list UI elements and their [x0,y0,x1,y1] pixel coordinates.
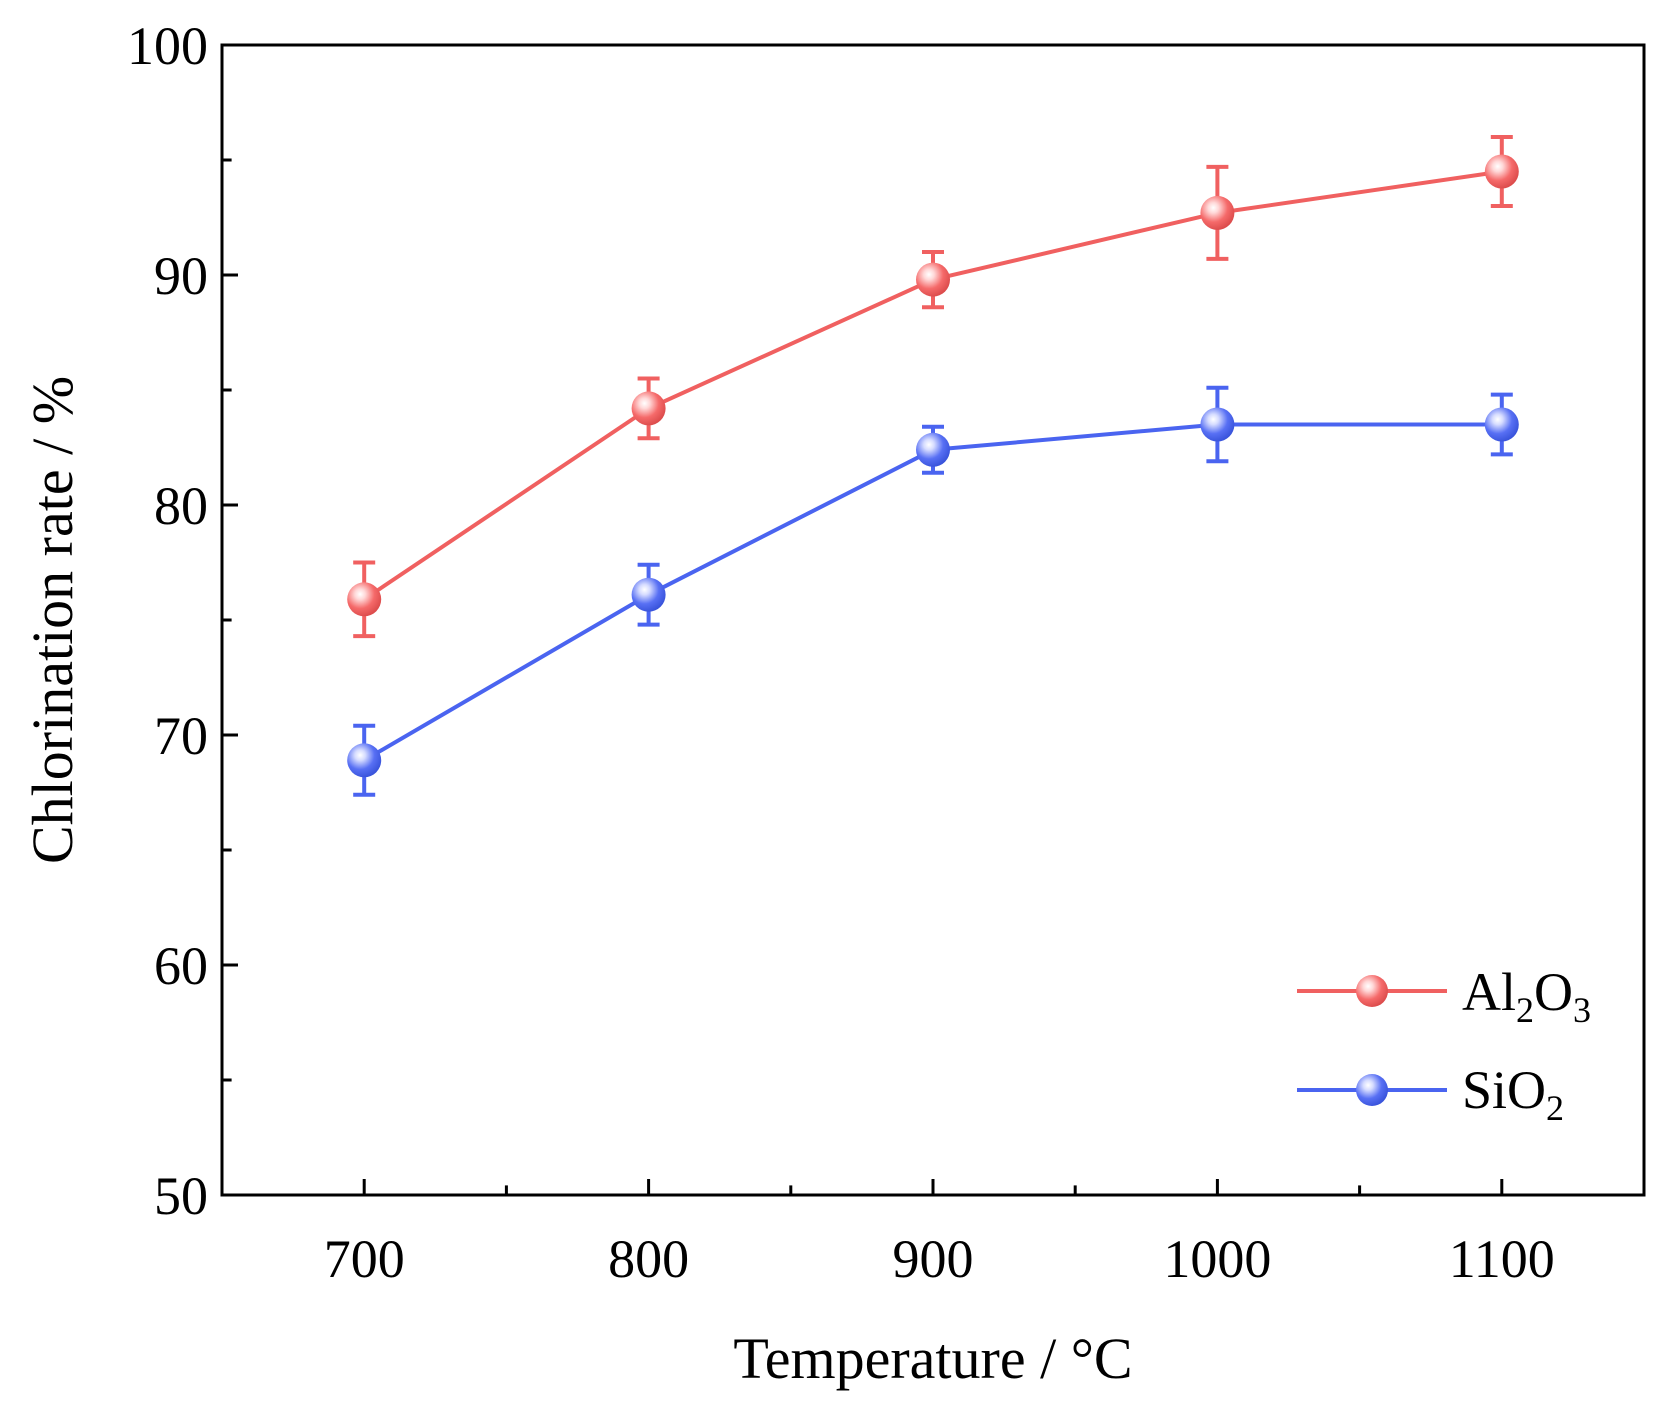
axes-layer: 50 60 70 80 90 100 700 800 900 1000 1100 [127,16,1555,1289]
data-point-sio2-700 [347,743,382,778]
y-tick-label-90: 90 [154,246,208,306]
x-tick-label-1000: 1000 [1163,1229,1271,1289]
legend-marker-al2o3 [1356,975,1388,1007]
data-point-sio2-1000 [1200,407,1235,442]
data-point-al2o3-1100 [1484,154,1519,189]
legend-marker-sio2 [1356,1074,1388,1106]
legend-label-sio2: SiO2 [1462,1060,1564,1128]
data-point-sio2-900 [916,432,950,467]
data-point-sio2-1100 [1484,407,1519,442]
series-line-sio2 [363,422,1502,763]
y-tick-label-50: 50 [154,1166,208,1226]
data-point-al2o3-900 [916,262,950,297]
data-point-sio2-800 [631,577,666,612]
y-tick-label-100: 100 [127,16,208,76]
legend-entry-al2o3: Al2O3 [1297,962,1591,1030]
y-tick-label-70: 70 [154,706,208,766]
y-axis-title: Chlorination rate / % [20,376,85,864]
series-line-al2o3 [363,169,1503,601]
x-axis-title: Temperature / °C [733,1326,1132,1391]
x-tick-label-700: 700 [324,1229,405,1289]
data-point-al2o3-700 [347,582,382,617]
y-tick-label-80: 80 [154,476,208,536]
series-layer [347,135,1519,797]
plot-frame [220,43,1646,1197]
x-tick-label-800: 800 [608,1229,689,1289]
legend-entry-sio2: SiO2 [1297,1060,1564,1128]
legend-label-al2o3: Al2O3 [1462,962,1591,1030]
y-tick-label-60: 60 [154,936,208,996]
data-point-al2o3-1000 [1200,195,1235,230]
legend: Al2O3 SiO2 [1297,962,1591,1128]
x-tick-label-1100: 1100 [1449,1229,1555,1289]
data-point-al2o3-800 [631,391,666,426]
x-tick-label-900: 900 [893,1229,974,1289]
